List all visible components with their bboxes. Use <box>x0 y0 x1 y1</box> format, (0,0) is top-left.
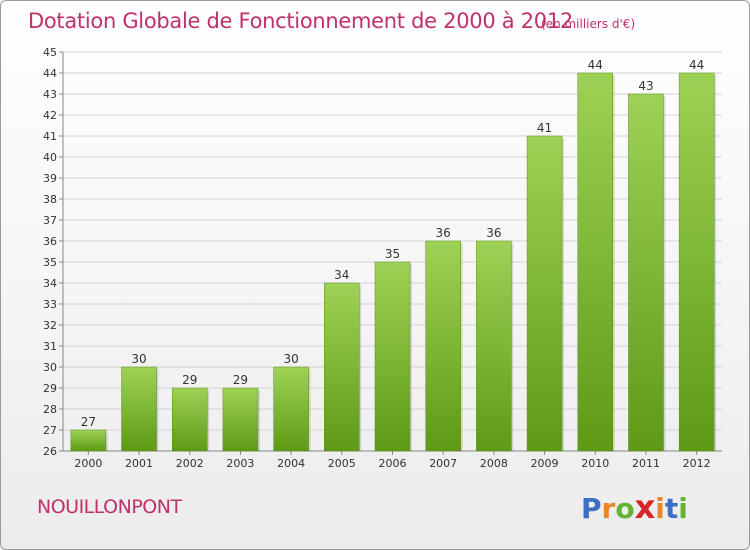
bar-value-label: 29 <box>182 373 197 387</box>
value-labels: 27 30 29 29 30 34 35 36 36 41 44 43 44 <box>81 58 705 429</box>
y-tick-label: 33 <box>43 298 57 311</box>
y-tick-label: 30 <box>43 361 57 374</box>
bar-2011 <box>628 93 664 452</box>
x-tick-label: 2000 <box>74 457 102 470</box>
bar-2007 <box>425 240 461 452</box>
bar-2004 <box>273 366 309 452</box>
x-tick-label: 2003 <box>226 457 254 470</box>
y-tick-label: 27 <box>43 424 57 437</box>
bar-value-label: 44 <box>689 58 704 72</box>
bar-2008 <box>476 240 512 452</box>
y-tick-label: 26 <box>43 445 57 458</box>
logo-letter: i <box>655 492 665 525</box>
x-tick-label: 2010 <box>581 457 609 470</box>
bar-2003 <box>222 387 259 452</box>
y-tick-label: 35 <box>43 256 57 269</box>
logo-letter: r <box>601 492 616 525</box>
y-tick-label: 45 <box>43 46 57 59</box>
y-tick-label: 29 <box>43 382 57 395</box>
y-tick-label: 37 <box>43 214 57 227</box>
y-tick-label: 28 <box>43 403 57 416</box>
logo-letter: i <box>678 492 688 525</box>
bar-2006 <box>374 261 411 452</box>
x-tick-label: 2004 <box>277 457 305 470</box>
bar-value-label: 43 <box>638 79 653 93</box>
chart-subtitle: (en milliers d'€) <box>541 17 636 31</box>
x-tick-label: 2012 <box>683 457 711 470</box>
bar-value-label: 29 <box>233 373 248 387</box>
y-tick-label: 40 <box>43 151 57 164</box>
bar-2005 <box>324 282 360 452</box>
y-tick-label: 38 <box>43 193 57 206</box>
bar-value-label: 30 <box>283 352 298 366</box>
x-tick-label: 2002 <box>176 457 204 470</box>
bars <box>70 72 717 452</box>
commune-name: NOUILLONPONT <box>37 496 182 518</box>
bar-value-label: 36 <box>436 226 451 240</box>
y-tick-label: 34 <box>43 277 57 290</box>
x-tick-label: 2006 <box>379 457 407 470</box>
x-tick-label: 2011 <box>632 457 660 470</box>
bar-value-label: 44 <box>588 58 603 72</box>
y-tick-label: 31 <box>43 340 57 353</box>
y-tick-label: 36 <box>43 235 57 248</box>
y-tick-label: 39 <box>43 172 57 185</box>
logo-letter: P <box>581 492 602 525</box>
bar-2012 <box>678 72 715 452</box>
y-tick-label: 44 <box>43 67 57 80</box>
bar-2000 <box>70 429 107 452</box>
bar-value-label: 34 <box>334 268 349 282</box>
x-tick-label: 2005 <box>328 457 356 470</box>
bar-value-label: 30 <box>131 352 146 366</box>
x-tick-label: 2009 <box>531 457 559 470</box>
y-tick-label: 43 <box>43 88 57 101</box>
logo-letter: t <box>664 492 679 525</box>
x-tick-label: 2007 <box>429 457 457 470</box>
chart-title: Dotation Globale de Fonctionnement de 20… <box>28 9 573 33</box>
bar-value-label: 41 <box>537 121 552 135</box>
y-tick-label: 32 <box>43 319 57 332</box>
x-tick-label: 2008 <box>480 457 508 470</box>
bar-2009 <box>526 135 563 452</box>
bar-value-label: 27 <box>81 415 96 429</box>
proxiti-logo[interactable]: Proxiti <box>581 488 688 526</box>
x-tick-label: 2001 <box>125 457 153 470</box>
bar-2001 <box>121 366 157 452</box>
bar-value-label: 35 <box>385 247 400 261</box>
bar-2002 <box>171 387 208 452</box>
bar-value-label: 36 <box>486 226 501 240</box>
bar-2010 <box>577 72 614 452</box>
logo-letter: o <box>615 492 635 525</box>
y-tick-label: 41 <box>43 130 57 143</box>
logo-letter: x <box>634 488 656 526</box>
y-tick-label: 42 <box>43 109 57 122</box>
